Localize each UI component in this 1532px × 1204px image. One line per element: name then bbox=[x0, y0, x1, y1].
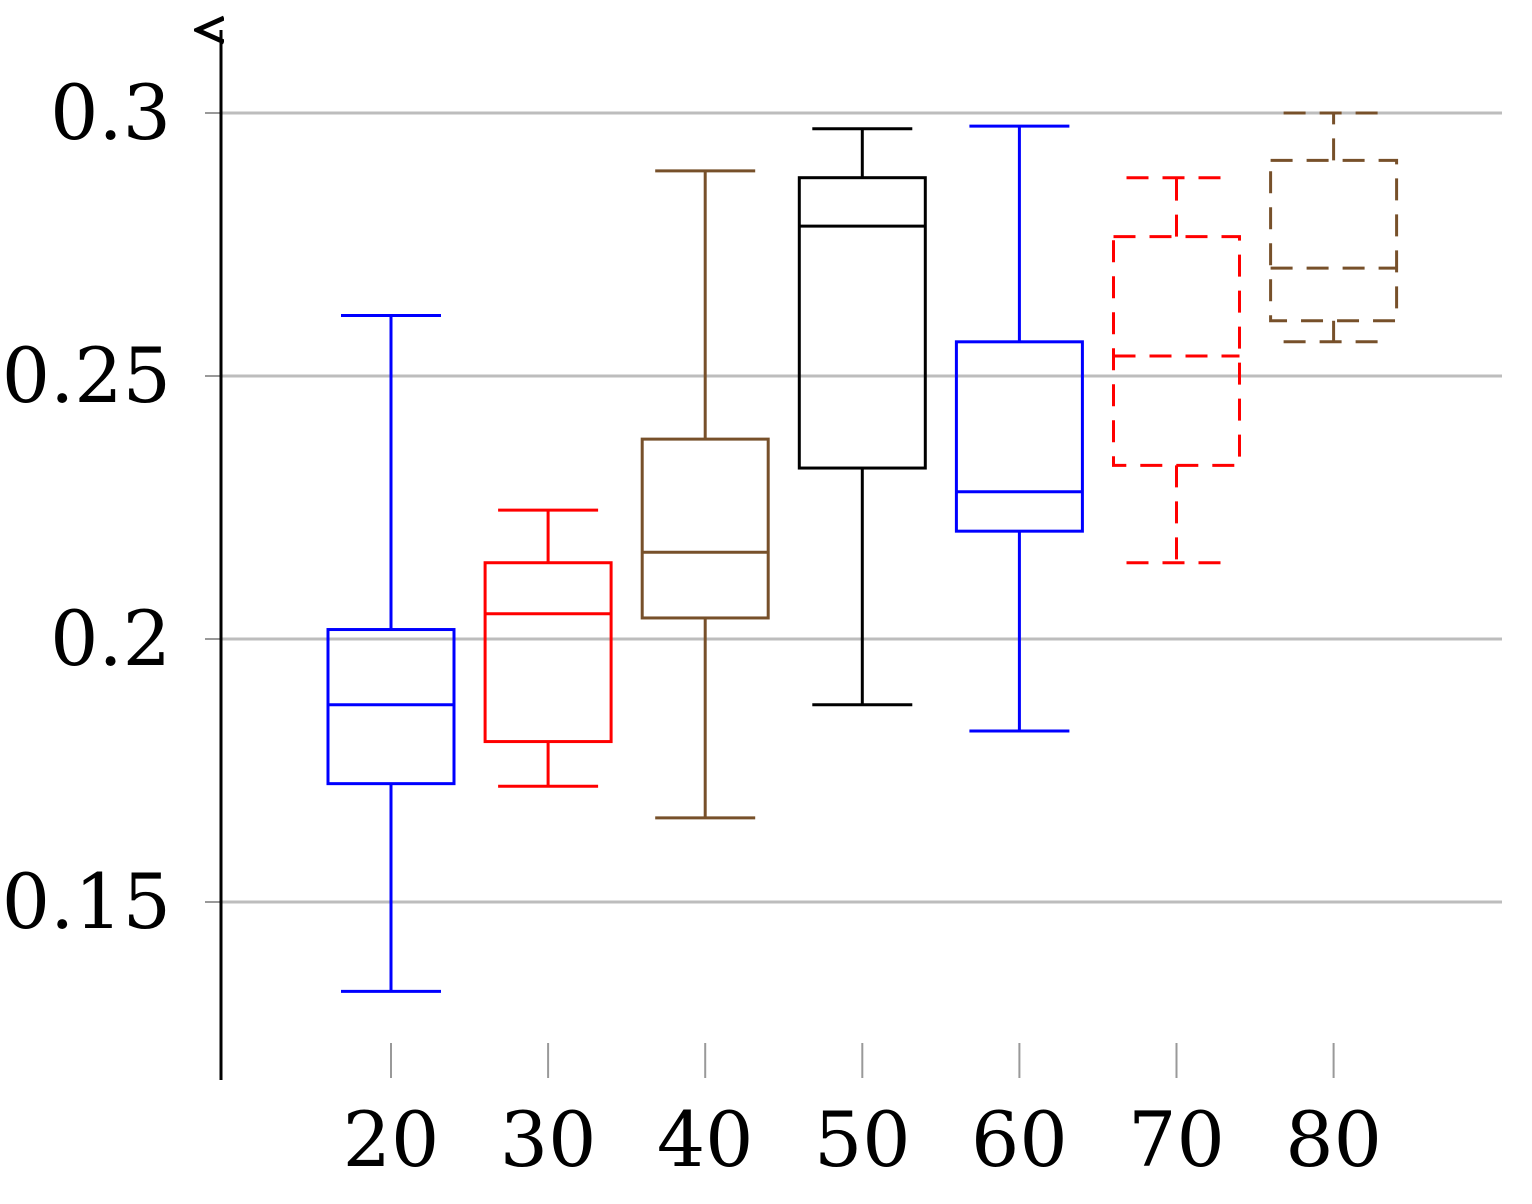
box-50 bbox=[797, 127, 927, 707]
y-tick-label: 0.25 bbox=[2, 331, 171, 420]
box-iqr bbox=[640, 437, 770, 620]
x-tick-label: 50 bbox=[814, 1095, 911, 1184]
box-80 bbox=[1269, 111, 1399, 344]
x-tick-label: 70 bbox=[1128, 1095, 1225, 1184]
box-iqr bbox=[954, 340, 1084, 533]
box-series bbox=[326, 111, 1399, 993]
y-tick-label: 0.3 bbox=[50, 68, 171, 157]
y-axis-ticks: 0.15 0.2 0.25 0.3 bbox=[2, 68, 221, 946]
x-tick-label: 40 bbox=[657, 1095, 754, 1184]
box-iqr bbox=[326, 628, 456, 786]
box-iqr bbox=[797, 176, 927, 470]
box-iqr bbox=[483, 561, 613, 744]
x-tick-label: 20 bbox=[343, 1095, 440, 1184]
box-70 bbox=[1112, 176, 1241, 565]
box-30 bbox=[483, 508, 613, 788]
y-tick-label: 0.15 bbox=[2, 857, 171, 946]
box-40 bbox=[640, 169, 770, 820]
box-iqr bbox=[1269, 158, 1399, 323]
box-20 bbox=[326, 314, 456, 993]
x-tick-label: 80 bbox=[1285, 1095, 1382, 1184]
box-60 bbox=[954, 124, 1084, 733]
x-axis-ticks: 20 30 40 50 60 70 80 bbox=[343, 1043, 1382, 1184]
x-tick-label: 60 bbox=[971, 1095, 1068, 1184]
x-tick-label: 30 bbox=[500, 1095, 597, 1184]
box-iqr bbox=[1112, 235, 1241, 467]
y-tick-label: 0.2 bbox=[50, 594, 171, 683]
